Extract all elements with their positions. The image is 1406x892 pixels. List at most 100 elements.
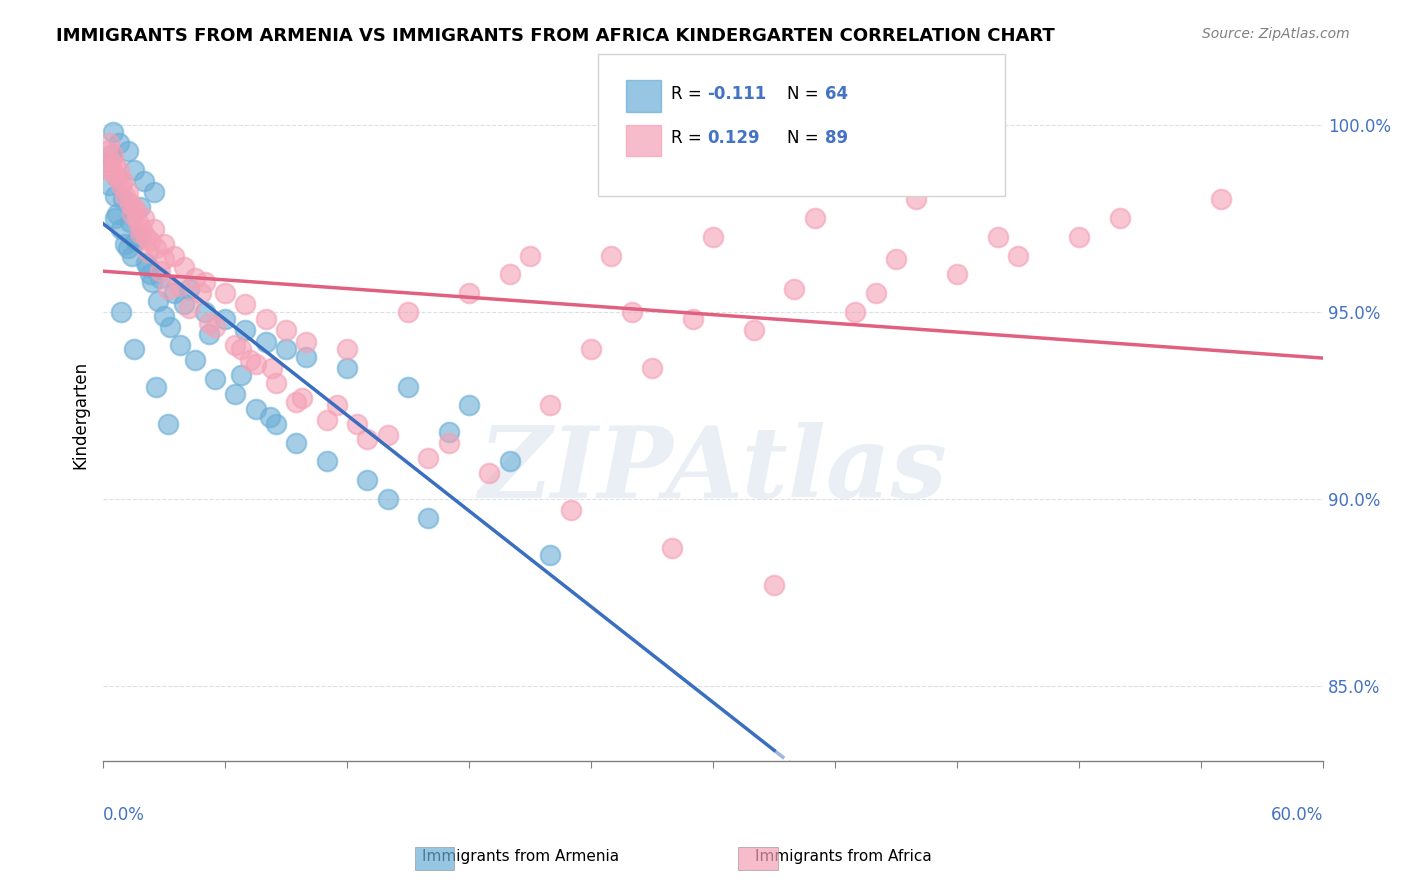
Point [396,305,419,319]
Point [183,271,205,285]
Point [157,417,180,431]
Point [478,466,501,480]
Point [285,435,308,450]
Point [124,234,146,248]
Point [214,312,236,326]
Point [145,241,167,255]
Point [105,169,128,184]
Point [104,159,127,173]
Point [114,188,136,202]
Point [620,305,643,319]
Point [291,391,314,405]
Point [437,435,460,450]
Point [145,379,167,393]
Text: R =: R = [671,85,707,103]
Point [198,316,221,330]
Text: 0.0%: 0.0% [103,805,145,824]
Point [231,342,253,356]
Point [131,222,153,236]
Point [499,268,522,282]
Point [146,293,169,308]
Point [1108,211,1130,226]
Point [540,548,562,562]
Point [264,417,287,431]
Point [153,237,176,252]
Text: 60.0%: 60.0% [1271,805,1323,824]
Point [254,334,277,349]
Point [204,319,226,334]
Point [112,174,135,188]
Point [783,282,806,296]
Point [128,226,150,240]
Point [139,268,162,282]
Point [238,353,260,368]
Point [259,409,281,424]
Point [139,234,162,248]
Point [108,136,131,151]
Point [96,159,118,173]
Point [136,260,159,274]
Point [884,252,907,267]
Point [560,503,582,517]
Point [377,491,399,506]
Point [132,174,155,188]
Point [98,155,121,169]
Point [169,338,191,352]
Point [844,305,866,319]
Text: ZIPAtlas: ZIPAtlas [478,422,948,518]
Point [103,125,125,139]
Point [682,312,704,326]
Point [987,230,1010,244]
Point [105,207,128,221]
Point [105,169,128,184]
Text: IMMIGRANTS FROM ARMENIA VS IMMIGRANTS FROM AFRICA KINDERGARTEN CORRELATION CHART: IMMIGRANTS FROM ARMENIA VS IMMIGRANTS FR… [56,27,1054,45]
Point [418,510,440,524]
Point [124,203,146,218]
Text: R =: R = [671,129,707,147]
Point [177,282,200,296]
Point [231,368,253,383]
Point [194,305,217,319]
Point [224,387,246,401]
Point [122,200,145,214]
Point [96,144,118,158]
Point [276,323,298,337]
Text: N =: N = [787,85,824,103]
Point [579,342,602,356]
Point [128,230,150,244]
Point [190,286,212,301]
Point [235,323,257,337]
Point [641,360,664,375]
Text: Source: ZipAtlas.com: Source: ZipAtlas.com [1202,27,1350,41]
Point [159,319,181,334]
Point [128,200,150,214]
Point [100,162,122,177]
Point [1211,193,1233,207]
Point [214,286,236,301]
Point [173,260,195,274]
Point [117,241,139,255]
Point [143,185,166,199]
Point [169,278,191,293]
Point [1069,230,1091,244]
Point [135,256,157,270]
Point [110,178,132,192]
Point [540,398,562,412]
Point [437,425,460,439]
Point [198,327,221,342]
Point [173,297,195,311]
Point [112,193,135,207]
Point [336,342,359,356]
Point [742,323,765,337]
Point [336,360,359,375]
Point [245,357,267,371]
Point [418,450,440,465]
Point [235,297,257,311]
Point [108,162,131,177]
Point [276,342,298,356]
Point [104,211,127,226]
Point [117,185,139,199]
Point [132,211,155,226]
Point [121,207,143,221]
Point [121,249,143,263]
